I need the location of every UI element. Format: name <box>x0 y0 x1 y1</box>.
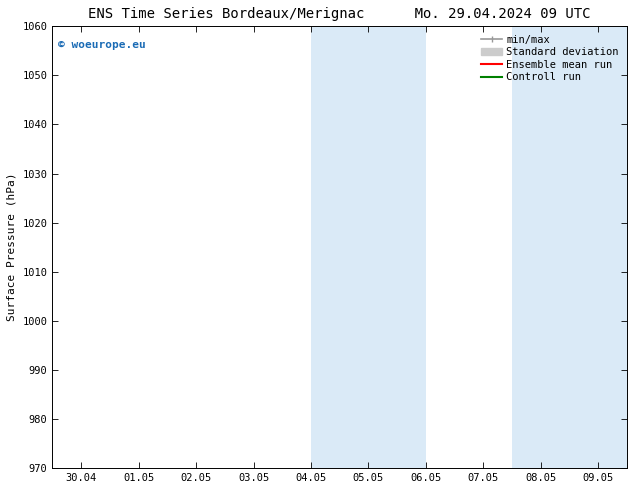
Bar <box>512 26 627 468</box>
Legend: min/max, Standard deviation, Ensemble mean run, Controll run: min/max, Standard deviation, Ensemble me… <box>478 31 622 86</box>
Bar <box>311 26 426 468</box>
Y-axis label: Surface Pressure (hPa): Surface Pressure (hPa) <box>7 173 17 321</box>
Text: © woeurope.eu: © woeurope.eu <box>58 40 146 49</box>
Title: ENS Time Series Bordeaux/Merignac      Mo. 29.04.2024 09 UTC: ENS Time Series Bordeaux/Merignac Mo. 29… <box>89 7 591 21</box>
